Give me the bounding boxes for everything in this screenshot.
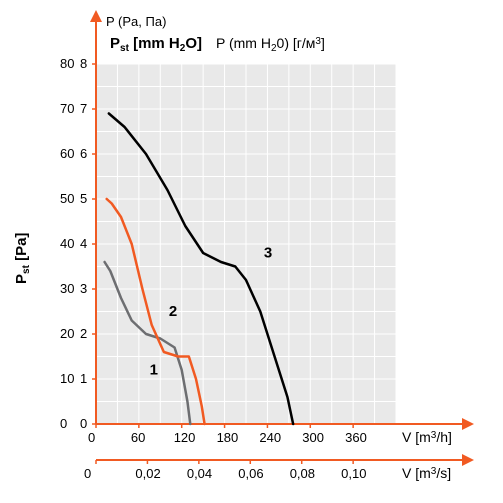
y-tick-pa: 10	[60, 371, 74, 386]
y-tick-pa: 40	[60, 236, 74, 251]
x-tick-s: 0,10	[341, 466, 366, 481]
x-axis-label-h: V [m3/h]	[402, 429, 452, 445]
y-tick-pa: 70	[60, 101, 74, 116]
y-tick-mm: 0	[80, 416, 87, 431]
x-tick-s: 0,02	[135, 466, 160, 481]
y-tick-pa: 80	[60, 56, 74, 71]
y-tick-mm: 6	[80, 146, 87, 161]
x-tick-h: 240	[259, 430, 281, 445]
x-tick-h: 60	[131, 430, 145, 445]
y-tick-mm: 4	[80, 236, 87, 251]
x-tick-h: 300	[302, 430, 324, 445]
y-tick-mm: 1	[80, 371, 87, 386]
curve-2-label: 2	[169, 303, 177, 320]
x-tick-s: 0,04	[187, 466, 212, 481]
y-axis-label-pa: Pst [Pa]	[13, 233, 32, 284]
x-tick-h: 0	[88, 430, 95, 445]
x-tick-s: 0,06	[238, 466, 263, 481]
title-plain: P (mm H20) [г/м3]	[216, 35, 325, 54]
pressure-flow-chart: 0102030405060708001234567806012018024030…	[0, 0, 503, 503]
y-tick-pa: 60	[60, 146, 74, 161]
y-tick-pa: 20	[60, 326, 74, 341]
y-tick-pa: 50	[60, 191, 74, 206]
x-tick-s: 0	[84, 466, 91, 481]
y-axis-label-top: P (Pa, Па)	[106, 14, 166, 29]
y-tick-mm: 3	[80, 281, 87, 296]
y-tick-mm: 7	[80, 101, 87, 116]
title-bold: Pst [mm H2O]	[110, 35, 202, 54]
x-tick-h: 180	[217, 430, 239, 445]
x-axis-label-s: V [m3/s]	[402, 465, 451, 481]
y-tick-mm: 2	[80, 326, 87, 341]
y-tick-pa: 0	[60, 416, 67, 431]
y-tick-pa: 30	[60, 281, 74, 296]
curve-1-label: 1	[150, 362, 158, 379]
x-tick-h: 120	[174, 430, 196, 445]
curve-3-label: 3	[264, 245, 272, 262]
x-tick-s: 0,08	[290, 466, 315, 481]
y-tick-mm: 8	[80, 56, 87, 71]
x-tick-h: 360	[345, 430, 367, 445]
y-tick-mm: 5	[80, 191, 87, 206]
